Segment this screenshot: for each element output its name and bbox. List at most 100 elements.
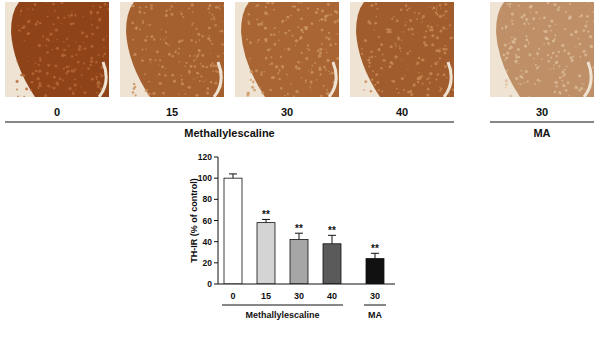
- texture: [54, 65, 57, 68]
- texture: [260, 73, 262, 75]
- texture: [146, 36, 148, 38]
- texture: [48, 40, 50, 42]
- texture: [527, 22, 528, 23]
- texture: [536, 52, 539, 55]
- texture: [96, 78, 98, 80]
- texture: [545, 37, 548, 40]
- texture: [104, 3, 107, 6]
- texture: [324, 19, 327, 22]
- texture: [505, 87, 506, 88]
- texture: [77, 61, 80, 64]
- texture: [183, 89, 184, 90]
- texture: [525, 35, 527, 37]
- texture: [323, 66, 326, 69]
- texture: [247, 13, 249, 15]
- texture: [309, 86, 311, 88]
- texture: [100, 6, 102, 8]
- texture: [102, 38, 105, 41]
- texture: [550, 30, 552, 32]
- texture: [133, 83, 136, 86]
- texture: [30, 89, 32, 91]
- texture: [422, 59, 425, 62]
- texture: [392, 80, 395, 83]
- texture: [74, 78, 76, 80]
- texture: [103, 47, 105, 49]
- texture: [399, 47, 401, 49]
- texture: [61, 23, 62, 24]
- texture: [184, 93, 186, 95]
- texture: [583, 50, 586, 53]
- texture: [34, 4, 36, 6]
- texture: [27, 61, 28, 62]
- texture: [361, 48, 363, 50]
- y-tick-label: 120: [198, 152, 212, 162]
- texture: [315, 11, 318, 14]
- texture: [287, 93, 289, 95]
- texture: [429, 82, 431, 84]
- texture: [199, 80, 201, 82]
- texture: [296, 68, 297, 69]
- texture: [391, 18, 393, 20]
- y-axis-label: TH-IR (% of control): [189, 178, 199, 263]
- texture: [80, 86, 81, 87]
- texture: [16, 89, 18, 91]
- texture: [165, 68, 166, 69]
- texture: [23, 96, 25, 97]
- texture: [377, 48, 380, 51]
- texture: [506, 70, 508, 72]
- texture: [583, 29, 586, 32]
- texture: [191, 3, 194, 6]
- texture: [178, 93, 180, 95]
- texture: [90, 57, 93, 60]
- texture: [553, 68, 555, 70]
- texture: [280, 56, 282, 58]
- texture: [509, 5, 511, 7]
- texture: [99, 62, 106, 97]
- texture: [570, 33, 573, 36]
- tissue: [126, 2, 224, 97]
- texture: [377, 81, 380, 84]
- texture: [89, 10, 92, 13]
- texture: [561, 71, 564, 74]
- texture: [432, 9, 433, 10]
- texture: [277, 72, 279, 74]
- texture: [378, 36, 380, 38]
- texture: [81, 31, 84, 34]
- texture: [575, 46, 576, 47]
- texture: [278, 40, 280, 42]
- x-tick-label: 15: [261, 291, 271, 301]
- texture: [83, 91, 86, 94]
- texture: [329, 62, 336, 97]
- texture: [323, 85, 325, 87]
- texture: [46, 72, 49, 75]
- texture: [550, 57, 552, 59]
- texture: [188, 86, 191, 89]
- texture: [156, 50, 159, 53]
- texture: [311, 22, 314, 25]
- texture: [78, 48, 81, 51]
- texture: [286, 20, 287, 21]
- texture: [265, 57, 268, 60]
- texture: [429, 29, 432, 32]
- texture: [269, 48, 271, 50]
- texture: [178, 40, 181, 43]
- texture: [370, 90, 373, 93]
- texture: [414, 12, 416, 14]
- texture: [68, 14, 70, 16]
- texture: [213, 64, 216, 67]
- texture: [565, 11, 567, 13]
- texture: [212, 70, 214, 72]
- texture: [171, 5, 173, 7]
- texture: [431, 34, 434, 37]
- texture: [260, 22, 263, 25]
- texture: [319, 48, 322, 51]
- texture: [219, 8, 221, 10]
- texture: [91, 78, 94, 81]
- texture: [305, 79, 307, 81]
- texture: [439, 57, 441, 59]
- texture: [584, 62, 591, 97]
- texture: [518, 56, 520, 58]
- texture: [517, 48, 520, 51]
- texture: [74, 68, 76, 70]
- texture: [188, 7, 190, 9]
